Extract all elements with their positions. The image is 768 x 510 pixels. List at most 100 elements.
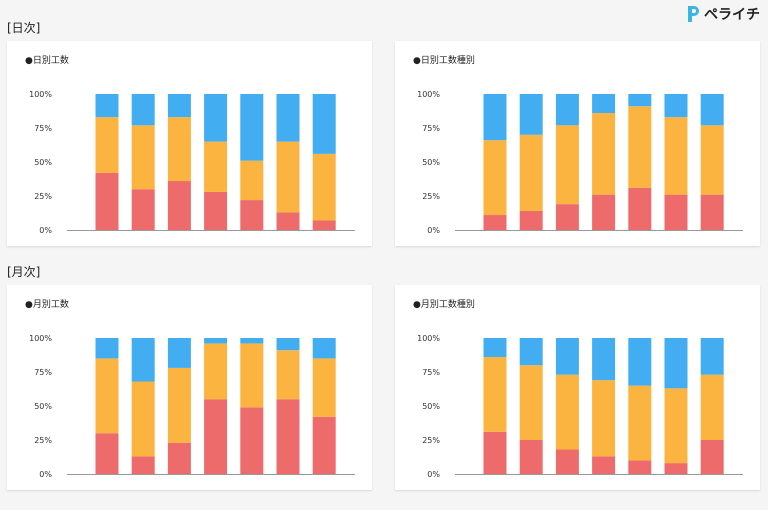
- bar-segment-blue: [167, 94, 191, 118]
- chart-monthly-hours-type: 0% 25% 50% 75% 100%: [417, 334, 743, 479]
- bar-segment-red: [555, 449, 579, 474]
- bar-segment-orange: [95, 117, 119, 173]
- bar-segment-red: [519, 210, 543, 230]
- bar-segment-red: [131, 456, 155, 474]
- bar-segment-orange: [131, 381, 155, 457]
- bar-segment-orange: [555, 125, 579, 205]
- bar-segment-red: [167, 181, 191, 230]
- bar-segment-orange: [483, 357, 507, 432]
- bar-segment-red: [700, 440, 724, 474]
- bar-segment-red: [312, 416, 336, 474]
- y-tick-label: 75%: [422, 368, 440, 377]
- bar-segment-red: [483, 215, 507, 230]
- bar-segment-orange: [700, 125, 724, 195]
- y-tick-label: 75%: [34, 368, 52, 377]
- bar-segment-red: [204, 191, 228, 230]
- bar-segment-red: [276, 399, 300, 474]
- chart-daily-hours-type: 0% 25% 50% 75% 100%: [417, 90, 743, 235]
- bar-segment-blue: [204, 94, 228, 142]
- bar-segment-blue: [240, 94, 264, 161]
- bar-segment-red: [131, 189, 155, 230]
- bar-segment-blue: [483, 338, 507, 358]
- y-tick-label: 25%: [34, 192, 52, 201]
- bar-segment-orange: [276, 141, 300, 213]
- bar-segment-blue: [95, 338, 119, 359]
- bar-segment-blue: [628, 94, 652, 107]
- bar-segment-blue: [664, 94, 688, 118]
- bar-segment-orange: [204, 141, 228, 192]
- y-tick-label: 50%: [422, 402, 440, 411]
- section-title-daily: [日次]: [7, 21, 41, 35]
- chart-title: ●日別工数: [25, 56, 69, 66]
- bar-segment-blue: [664, 338, 688, 389]
- bar-segment-red: [95, 433, 119, 474]
- y-tick-label: 50%: [34, 402, 52, 411]
- bar-segment-orange: [167, 117, 191, 182]
- brand-logo: ペライチ: [685, 4, 760, 24]
- bar-segment-orange: [240, 343, 264, 408]
- chart-monthly-hours: 0% 25% 50% 75% 100%: [29, 334, 355, 479]
- bar-segment-orange: [95, 358, 119, 434]
- bar-segment-blue: [276, 338, 300, 351]
- bar-segment-red: [240, 407, 264, 474]
- bar-segment-blue: [555, 338, 579, 375]
- bar-segment-blue: [276, 94, 300, 142]
- bar-segment-blue: [628, 338, 652, 386]
- bar-segment-orange: [628, 385, 652, 461]
- chart-daily-hours: 0% 25% 50% 75% 100%: [29, 90, 355, 235]
- y-tick-label: 25%: [422, 192, 440, 201]
- bar-segment-blue: [312, 338, 336, 359]
- y-tick-label: 100%: [29, 90, 52, 99]
- bar-segment-red: [276, 212, 300, 230]
- bar-segment-orange: [204, 343, 228, 400]
- chart-title: ●月別工数種別: [413, 300, 475, 310]
- bar-segment-orange: [519, 365, 543, 440]
- chart-title: ●月別工数: [25, 300, 69, 310]
- bar-segment-red: [519, 440, 543, 474]
- bar-segment-red: [664, 194, 688, 230]
- bar-segment-orange: [555, 374, 579, 450]
- section-title-monthly: [月次]: [7, 265, 41, 279]
- bar-segment-blue: [700, 338, 724, 375]
- y-tick-label: 50%: [422, 158, 440, 167]
- bar-segment-orange: [483, 140, 507, 216]
- chart-card-daily-hours-type: ●日別工数種別 0% 25% 50% 75% 100%: [395, 41, 760, 246]
- bar-segment-blue: [167, 338, 191, 368]
- bar-segment-orange: [167, 367, 191, 443]
- bar-segment-red: [95, 172, 119, 230]
- bar-segment-red: [592, 456, 616, 474]
- bar-segment-orange: [664, 388, 688, 464]
- bar-segment-blue: [519, 94, 543, 135]
- y-tick-label: 75%: [422, 124, 440, 133]
- bar-segment-red: [628, 460, 652, 474]
- chart-card-daily-hours: ●日別工数 0% 25% 50% 75% 100%: [7, 41, 372, 246]
- bar-segment-orange: [700, 374, 724, 440]
- bar-segment-orange: [664, 117, 688, 195]
- bar-segment-orange: [592, 380, 616, 457]
- bar-segment-blue: [240, 338, 264, 344]
- chart-card-monthly-hours: ●月別工数 0% 25% 50% 75% 100%: [7, 285, 372, 490]
- bar-segment-blue: [592, 94, 616, 114]
- bar-segment-orange: [240, 160, 264, 201]
- y-tick-label: 100%: [417, 90, 440, 99]
- y-tick-label: 0%: [39, 226, 52, 235]
- bar-segment-red: [204, 399, 228, 474]
- y-tick-label: 0%: [39, 470, 52, 479]
- bar-segment-blue: [312, 94, 336, 154]
- bar-segment-red: [664, 463, 688, 474]
- y-tick-label: 75%: [34, 124, 52, 133]
- bar-segment-blue: [519, 338, 543, 366]
- bar-segment-red: [592, 194, 616, 230]
- bar-segment-red: [483, 431, 507, 474]
- bar-segment-red: [700, 194, 724, 230]
- y-tick-label: 25%: [34, 436, 52, 445]
- bar-segment-red: [240, 200, 264, 230]
- pelaichi-logo-icon: [688, 6, 699, 22]
- bar-segment-red: [555, 204, 579, 230]
- bar-segment-red: [167, 442, 191, 474]
- bar-segment-orange: [312, 153, 336, 221]
- bar-segment-blue: [555, 94, 579, 126]
- bar-segment-blue: [204, 338, 228, 344]
- bar-segment-blue: [592, 338, 616, 381]
- bar-segment-orange: [628, 106, 652, 188]
